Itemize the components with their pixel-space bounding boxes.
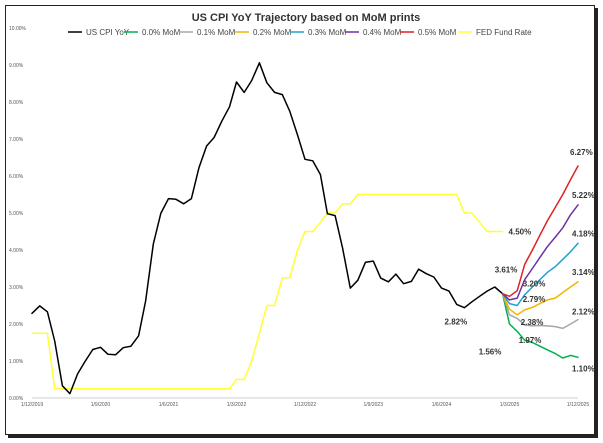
x-tick-label: 1/3/2025: [500, 402, 520, 408]
x-tick-label: 1/3/2022: [227, 402, 247, 408]
x-tick-label: 1/9/2020: [91, 402, 111, 408]
data-label: 3.20%: [523, 280, 546, 289]
data-labels-layer: 6.27% 5.22% 4.18% 3.14% 2.12% 1.10% 3.61% 3.20%…: [445, 148, 595, 373]
series-line-0-5-mom: [501, 165, 579, 298]
legend-label: 0.1% MoM: [197, 28, 236, 37]
chart-frame: 0.00% 1.00% 2.00% 3.00% 4.00% 5.00% 6.00% 7.00%…: [5, 5, 595, 435]
data-label: 5.22%: [572, 191, 595, 200]
series-line-0-4-mom: [501, 204, 579, 301]
series-line-0-1-mom: [501, 292, 579, 330]
axes-layer: 0.00% 1.00% 2.00% 3.00% 4.00% 5.00% 6.00% 7.00%…: [9, 26, 589, 408]
data-label: 2.12%: [572, 308, 595, 317]
y-tick-label: 8.00%: [9, 100, 24, 106]
legend-label: 0.4% MoM: [363, 28, 402, 37]
data-label: 2.38%: [521, 318, 544, 327]
x-tick-label: 1/12/2022: [294, 402, 316, 408]
y-tick-label: 4.00%: [9, 248, 24, 254]
legend-item-0-0-mom: 0.0% MoM: [124, 28, 181, 37]
y-tick-label: 10.00%: [9, 26, 27, 32]
legend-label: 0.5% MoM: [418, 28, 457, 37]
legend-item-0-3-mom: 0.3% MoM: [290, 28, 347, 37]
y-tick-label: 7.00%: [9, 137, 24, 143]
data-label: 1.97%: [519, 336, 542, 345]
data-label: 4.18%: [572, 229, 595, 238]
legend-item-fed-fund-rate: FED Fund Rate: [458, 28, 532, 37]
y-tick-label: 1.00%: [9, 359, 24, 365]
legend-label: FED Fund Rate: [476, 28, 532, 37]
y-tick-label: 2.00%: [9, 322, 24, 328]
data-label: 1.10%: [572, 364, 595, 373]
chart-title: US CPI YoY Trajectory based on MoM print…: [192, 12, 421, 24]
series-lines-layer: [31, 62, 579, 395]
x-tick-label: 1/12/2025: [567, 402, 589, 408]
data-label: 6.27%: [570, 148, 593, 157]
y-tick-label: 6.00%: [9, 174, 24, 180]
y-tick-label: 5.00%: [9, 211, 24, 217]
data-label: 4.50%: [509, 228, 532, 237]
series-line-us-cpi-yoy: [31, 62, 504, 395]
data-label: 2.82%: [445, 318, 468, 327]
data-label: 3.14%: [572, 268, 595, 277]
y-tick-label: 9.00%: [9, 63, 24, 69]
x-tick-label: 1/9/2023: [364, 402, 384, 408]
cpi-line-chart: 0.00% 1.00% 2.00% 3.00% 4.00% 5.00% 6.00% 7.00%…: [9, 12, 595, 408]
legend-item-0-1-mom: 0.1% MoM: [179, 28, 236, 37]
legend-label: 0.0% MoM: [142, 28, 181, 37]
data-label: 2.79%: [523, 295, 546, 304]
x-tick-label: 1/6/2024: [432, 402, 452, 408]
series-line-fed-fund-rate: [31, 193, 504, 390]
legend-item-0-2-mom: 0.2% MoM: [235, 28, 292, 37]
legend-item-0-4-mom: 0.4% MoM: [345, 28, 402, 37]
series-line-0-3-mom: [501, 242, 579, 307]
series-line-0-2-mom: [501, 281, 579, 316]
x-tick-label: 1/12/2019: [21, 402, 43, 408]
legend-label: US CPI YoY: [86, 28, 130, 37]
series-line-0-0-mom: [501, 292, 579, 359]
data-label: 3.61%: [495, 265, 518, 274]
data-label: 1.56%: [479, 347, 502, 356]
y-tick-label: 3.00%: [9, 285, 24, 291]
legend: US CPI YoY 0.0% MoM 0.1% MoM 0.2% MoM 0.3% M…: [68, 28, 532, 37]
x-tick-label: 1/6/2021: [159, 402, 179, 408]
legend-label: 0.2% MoM: [253, 28, 292, 37]
y-tick-label: 0.00%: [9, 396, 24, 402]
legend-label: 0.3% MoM: [308, 28, 347, 37]
legend-item-us-cpi-yoy: US CPI YoY: [68, 28, 130, 37]
legend-item-0-5-mom: 0.5% MoM: [400, 28, 457, 37]
